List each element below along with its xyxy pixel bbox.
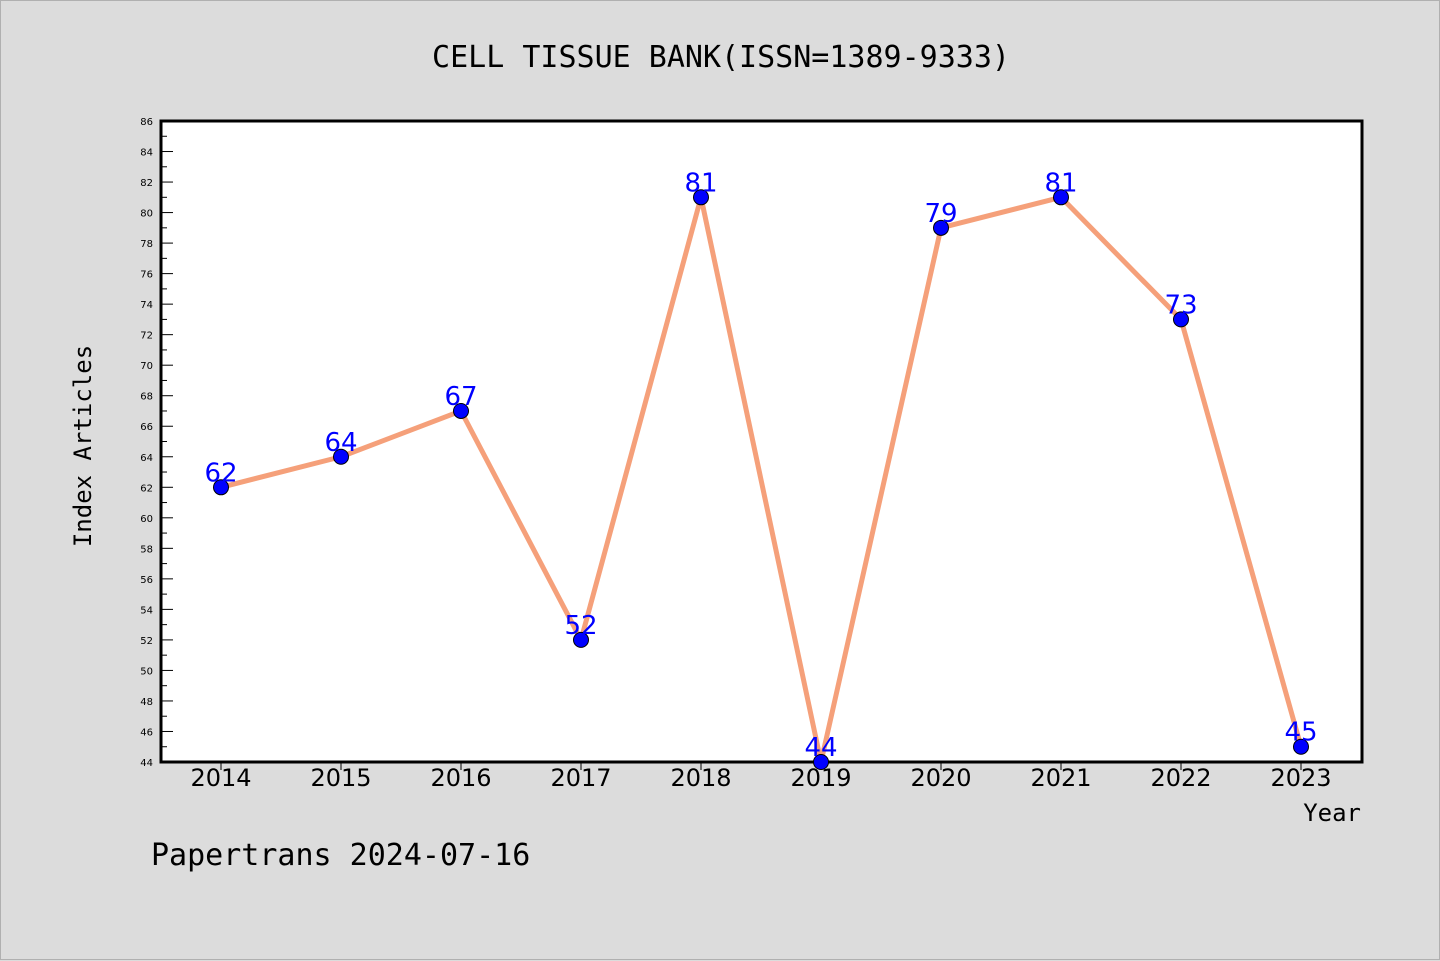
y-tick-label: 64	[140, 453, 153, 464]
data-label: 52	[564, 611, 597, 641]
data-point	[693, 189, 709, 206]
x-tick-label: 2017	[550, 764, 611, 792]
y-tick-label: 60	[140, 514, 153, 525]
data-point	[573, 631, 589, 648]
x-tick-label: 2016	[430, 764, 491, 792]
x-tick-label: 2020	[910, 764, 971, 792]
y-tick-label: 48	[140, 697, 153, 708]
chart-title: CELL TISSUE BANK(ISSN=1389-9333)	[432, 40, 1010, 75]
y-tick-label: 82	[140, 178, 153, 189]
y-tick-label: 74	[140, 300, 153, 311]
data-point	[1173, 311, 1189, 328]
y-tick-label: 46	[140, 727, 153, 738]
y-tick-label: 72	[140, 331, 153, 342]
plot-area	[159, 119, 1364, 764]
y-tick-label: 58	[140, 544, 153, 555]
data-point	[1293, 738, 1309, 755]
x-axis: 2014 2015 2016 2017 2018 2019 2020 2021 2022 2023	[190, 762, 1332, 792]
y-tick-label: 50	[140, 666, 153, 677]
y-tick-label: 54	[140, 605, 153, 616]
series-line-group	[220, 194, 1304, 765]
data-label: 67	[444, 382, 477, 412]
data-label: 81	[684, 168, 717, 198]
data-point	[1053, 189, 1069, 206]
y-tick-label: 86	[140, 117, 153, 128]
series-line	[220, 194, 1304, 765]
x-tick-label: 2018	[670, 764, 731, 792]
y-axis: 44 46 48 50 52 54 56 58 60 62 64 66 68 70 72 74 76 78 80 82…	[140, 117, 173, 769]
data-point	[453, 402, 469, 419]
data-label: 64	[324, 428, 357, 458]
y-tick-label: 52	[140, 636, 153, 647]
y-tick-label: 68	[140, 392, 153, 403]
footer-text: Papertrans 2024-07-16	[151, 838, 530, 873]
data-point	[933, 219, 949, 236]
data-point	[213, 479, 229, 496]
y-tick-label: 62	[140, 483, 153, 494]
data-labels-group: 62 64 67 52 81 44 79 81 73 45	[204, 168, 1317, 763]
data-label: 45	[1284, 718, 1317, 748]
y-tick-label: 78	[140, 239, 153, 250]
y-tick-label: 80	[140, 209, 153, 220]
data-label: 62	[204, 458, 237, 488]
y-tick-label: 56	[140, 575, 153, 586]
data-label: 44	[804, 733, 837, 763]
markers-group	[213, 189, 1309, 770]
y-axis-title: Index Articles	[69, 345, 97, 547]
data-label: 79	[924, 199, 957, 229]
y-tick-label: 70	[140, 361, 153, 372]
x-axis-title: Year	[1303, 799, 1361, 827]
data-point	[813, 754, 829, 770]
data-label: 73	[1164, 290, 1197, 320]
y-tick-label: 76	[140, 270, 153, 281]
y-tick-label: 84	[140, 148, 153, 159]
data-point	[333, 448, 349, 465]
x-tick-label: 2015	[310, 764, 371, 792]
x-tick-label: 2023	[1270, 764, 1331, 792]
x-tick-label: 2014	[190, 764, 251, 792]
y-tick-label: 66	[140, 422, 153, 433]
x-tick-label: 2022	[1150, 764, 1211, 792]
data-label: 81	[1044, 168, 1077, 198]
y-tick-label: 44	[140, 758, 153, 769]
x-tick-label: 2021	[1030, 764, 1091, 792]
